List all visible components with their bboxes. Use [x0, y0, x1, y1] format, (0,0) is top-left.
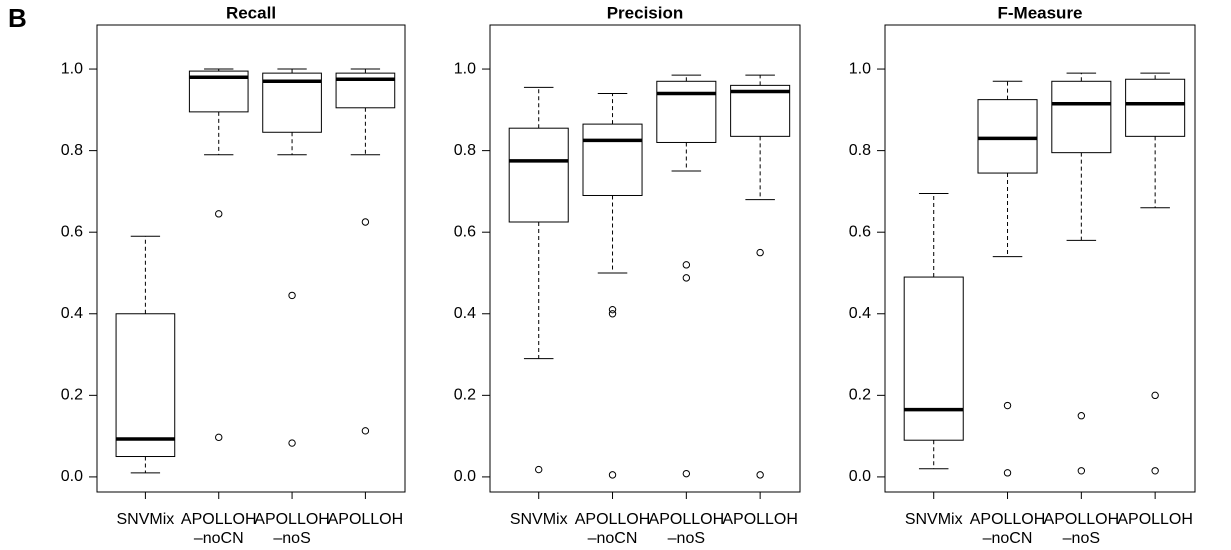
outlier: [1003, 469, 1012, 477]
outlier: [608, 310, 617, 318]
plot-frame: [884, 24, 1196, 493]
label-line: APOLLOH: [575, 511, 651, 528]
outlier: [608, 305, 617, 314]
outlier: [1077, 412, 1086, 420]
y-tick-label: 1.0: [849, 60, 871, 77]
x-tick-label: APOLLOH –noCN: [575, 511, 651, 547]
y-tick-label: 0.8: [61, 142, 83, 159]
x-tick-label: APOLLOH –noS: [254, 511, 330, 547]
x-tick-label: SNVMix: [510, 511, 568, 528]
x-tick-label: APOLLOH –noCN: [970, 511, 1046, 547]
y-tick-label: 0.8: [849, 142, 871, 159]
chart-title: Recall: [226, 3, 276, 22]
label-line: –noS: [668, 530, 705, 547]
label-line: APOLLOH: [1117, 511, 1193, 528]
box: [730, 84, 791, 137]
y-tick-label: 0.6: [454, 223, 476, 240]
y-tick-label: 0.0: [849, 468, 871, 485]
box: [1051, 80, 1112, 154]
plot-frame: [96, 24, 406, 493]
label-line: –noCN: [588, 530, 638, 547]
outlier: [1151, 467, 1159, 475]
label-line: APOLLOH: [181, 511, 257, 528]
box: [977, 99, 1038, 174]
outlier: [361, 218, 370, 226]
outlier: [1003, 401, 1012, 410]
outlier: [756, 248, 764, 257]
x-tick-label: APOLLOH –noS: [649, 511, 725, 547]
box: [188, 70, 249, 113]
box: [115, 313, 176, 458]
y-tick-label: 0.6: [61, 223, 83, 240]
label-line: APOLLOH: [254, 511, 330, 528]
y-tick-label: 0.0: [61, 468, 83, 485]
outlier: [608, 471, 617, 479]
label-line: APOLLOH: [1044, 511, 1120, 528]
outlier: [1077, 467, 1086, 475]
y-tick-label: 0.4: [849, 305, 871, 322]
label-line: APOLLOH: [328, 511, 404, 528]
label-line: –noCN: [983, 530, 1033, 547]
y-tick-label: 0.8: [454, 142, 476, 159]
label-line: SNVMix: [510, 511, 568, 528]
box: [1125, 78, 1186, 137]
x-tick-label: APOLLOH –noCN: [181, 511, 257, 547]
outlier: [682, 261, 691, 269]
outlier: [535, 465, 543, 474]
y-tick-label: 1.0: [61, 60, 83, 77]
y-tick-label: 0.4: [454, 305, 476, 322]
plot-frame: [489, 24, 801, 493]
y-tick-label: 0.4: [61, 305, 83, 322]
y-tick-label: 0.2: [849, 387, 871, 404]
label-line: –noS: [1063, 530, 1100, 547]
chart-title: F-Measure: [997, 3, 1082, 22]
outlier: [215, 433, 223, 442]
label-line: APOLLOH: [722, 511, 798, 528]
label-line: APOLLOH: [649, 511, 725, 528]
outlier: [361, 427, 370, 435]
x-tick-label: APOLLOH: [328, 511, 404, 528]
label-line: SNVMix: [905, 511, 963, 528]
y-tick-label: 0.0: [454, 468, 476, 485]
y-tick-label: 1.0: [454, 60, 476, 77]
y-tick-label: 0.6: [849, 223, 871, 240]
outlier: [288, 291, 296, 300]
x-tick-label: APOLLOH –noS: [1044, 511, 1120, 547]
y-tick-label: 0.2: [61, 387, 83, 404]
x-tick-label: APOLLOH: [722, 511, 798, 528]
outlier: [215, 210, 223, 218]
outlier: [756, 471, 764, 479]
panel-label: B: [8, 3, 27, 33]
box: [262, 72, 322, 133]
label-line: APOLLOH: [970, 511, 1046, 528]
y-tick-label: 0.2: [454, 387, 476, 404]
box: [335, 72, 396, 109]
chart-title: Precision: [607, 3, 684, 22]
label-line: –noS: [273, 530, 310, 547]
box: [903, 276, 964, 441]
outlier: [288, 439, 296, 447]
x-tick-label: APOLLOH: [1117, 511, 1193, 528]
outlier: [682, 469, 691, 478]
outlier: [682, 274, 691, 282]
box: [582, 123, 643, 196]
outlier: [1151, 391, 1159, 400]
x-tick-label: SNVMix: [117, 511, 175, 528]
label-line: SNVMix: [117, 511, 175, 528]
label-line: –noCN: [194, 530, 244, 547]
box: [656, 80, 717, 143]
box: [508, 127, 569, 223]
x-tick-label: SNVMix: [905, 511, 963, 528]
